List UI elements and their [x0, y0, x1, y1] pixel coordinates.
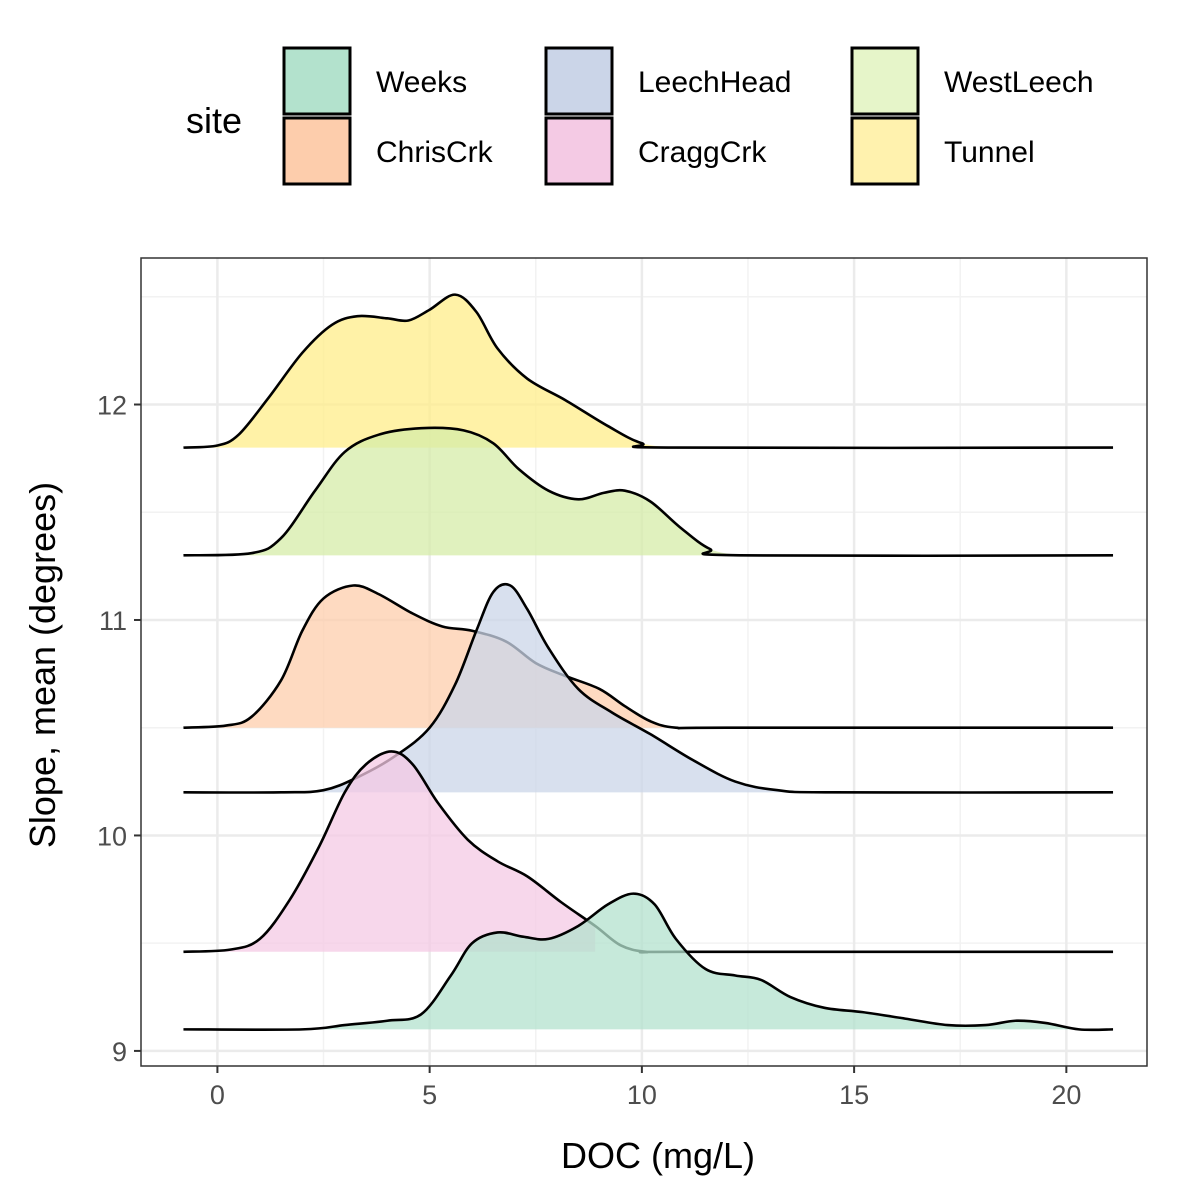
density-line-westleech [183, 426, 1114, 558]
y-tick-label-0: 9 [112, 1037, 127, 1067]
legend-key-westleech [850, 46, 920, 116]
density-line-tunnel [183, 293, 1114, 450]
x-tick-label-4: 20 [1051, 1080, 1081, 1110]
axes: 0 5 10 15 20 9 10 11 12 [97, 391, 1081, 1110]
legend-title: site [186, 100, 242, 141]
x-axis-title: DOC (mg/L) [561, 1135, 755, 1176]
plot-panel [140, 257, 1148, 1067]
y-tick-label-3: 12 [97, 391, 127, 421]
legend-label-tunnel: Tunnel [944, 136, 1035, 169]
legend-label-craggcrk: CraggCrk [638, 136, 767, 169]
density-line-weeks [183, 892, 1114, 1032]
legend-label-chriscrk: ChrisCrk [376, 136, 494, 169]
panel-border [140, 257, 1148, 1067]
x-tick-label-2: 10 [627, 1080, 657, 1110]
density-fill-weeks [183, 893, 1114, 1030]
y-tick-label-1: 10 [97, 821, 127, 851]
legend-label-leechhead: LeechHead [638, 66, 791, 99]
x-tick-label-1: 5 [422, 1080, 437, 1110]
legend-label-westleech: WestLeech [944, 66, 1094, 99]
x-tick-label-3: 15 [839, 1080, 869, 1110]
legend-label-weeks: Weeks [376, 66, 467, 99]
series-layer [183, 293, 1114, 1032]
density-fill-westleech [183, 427, 740, 556]
legend-key-leechhead [544, 46, 614, 116]
y-axis-title: Slope, mean (degrees) [22, 482, 63, 848]
legend-key-chriscrk [282, 116, 352, 186]
legend: site Weeks ChrisCrk LeechHead CraggCrk WestL… [186, 46, 1094, 186]
legend-key-craggcrk [544, 116, 614, 186]
x-tick-label-0: 0 [210, 1080, 225, 1110]
density-fill-leechhead [183, 584, 1114, 793]
legend-key-weeks [282, 46, 352, 116]
y-tick-label-2: 11 [99, 606, 127, 636]
density-fill-tunnel [183, 294, 676, 448]
legend-key-tunnel [850, 116, 920, 186]
density-fill-craggcrk [183, 751, 596, 952]
